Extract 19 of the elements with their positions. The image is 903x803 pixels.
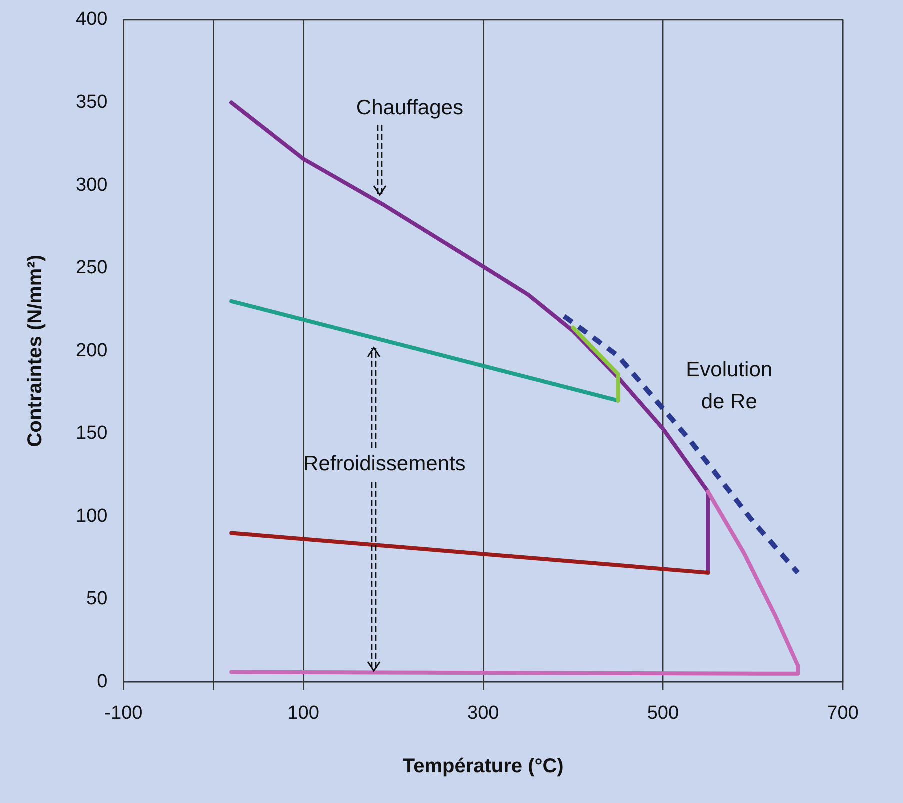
y-tick-label: 50 [86, 588, 108, 610]
x-axis-title: Température (°C) [402, 756, 564, 778]
y-tick-label: 100 [76, 506, 108, 527]
y-tick-label: 350 [76, 92, 108, 114]
annotation: Refroidissements [304, 452, 466, 476]
y-tick-label: 200 [76, 340, 108, 362]
x-tick-label: 300 [468, 702, 500, 724]
y-tick-label: 150 [76, 423, 108, 444]
annotation: Chauffages [356, 96, 464, 120]
y-tick-label: 250 [76, 258, 108, 279]
y-tick-label: 400 [76, 9, 108, 30]
x-tick-label: 500 [647, 702, 680, 724]
y-tick-label: 300 [76, 174, 108, 196]
annotation: Evolution de Re [686, 358, 773, 414]
y-tick-label: 0 [97, 671, 108, 692]
x-tick-label: 700 [827, 702, 859, 724]
x-tick-label: 100 [288, 702, 320, 724]
y-axis-title: Contraintes (N/mm²) [24, 254, 47, 448]
x-tick-label: -100 [104, 702, 143, 724]
